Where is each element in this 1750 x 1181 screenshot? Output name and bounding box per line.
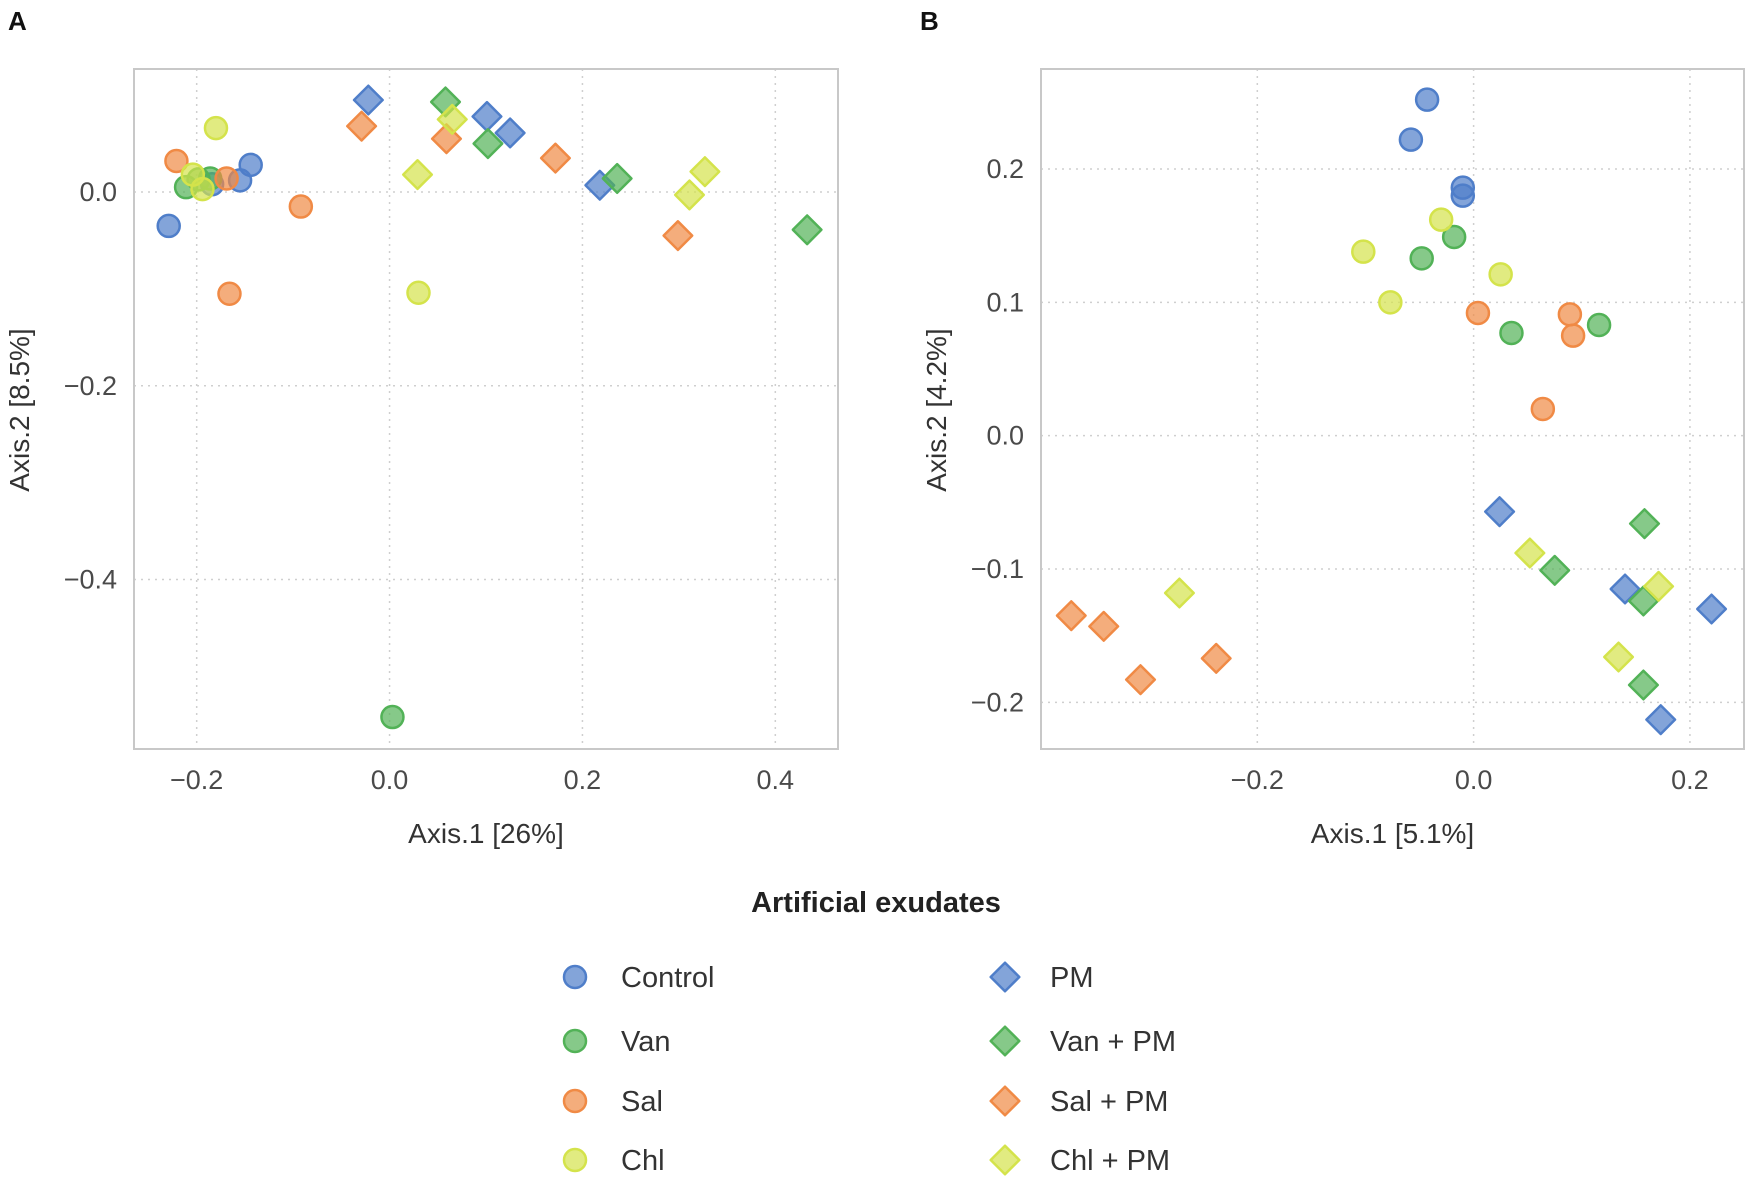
legend-marker-pm [989,961,1021,993]
data-point-sal [164,148,189,174]
data-point-chl [203,115,229,141]
x-tick-label: 0.2 [1671,765,1709,795]
y-tick-label: −0.4 [64,564,117,594]
data-point-control [1450,183,1476,208]
data-point-control [156,213,181,239]
data-point-vanpm [601,162,633,195]
data-point-chl [1378,290,1403,315]
panel-b-plot: −0.2 0.0 0.2 0.2 0.1 0.0 −0.1 −0.2 Axis.1 [5.1%]… [921,68,1745,849]
data-point-vanpm [1539,554,1571,586]
data-point-salpm [430,123,463,155]
panel-b-label: B [920,6,939,36]
data-point-van [1441,224,1467,250]
legend-label-pm: PM [1050,962,1094,994]
y-tick-label: 0.2 [986,154,1024,184]
data-point-salpm [662,220,694,252]
data-point-sal [1560,323,1586,348]
data-point-sal [214,166,239,191]
data-point-chlpm [1643,570,1675,602]
data-point-salpm [346,110,378,142]
legend-marker-chlpm [989,1144,1021,1176]
legend-label-vanpm: Van + PM [1050,1026,1176,1058]
data-point-control [1414,87,1440,112]
data-point-sal [1465,300,1491,326]
data-point-pm [1484,496,1516,528]
x-axis-title: Axis.1 [5.1%] [1311,818,1474,849]
data-point-chlpm [436,103,468,135]
data-point-chl [190,176,215,202]
y-tick-label: −0.2 [64,371,117,401]
x-tick-label: 0.0 [1455,765,1493,795]
data-point-pm [1609,573,1641,605]
plot-frame [1040,68,1745,750]
y-tick-label: −0.2 [971,687,1024,717]
panel-a-plot: −0.2 0.0 0.2 0.4 0.0 −0.2 −0.4 Axis.1 [26%] Axis… [4,68,839,849]
legend: Control Van Sal Chl PM Van + PM Sal + PM Chl + … [562,961,1176,1177]
data-point-salpm [1200,642,1232,674]
legend-marker-van [562,1028,588,1054]
data-point-van [1586,312,1612,338]
data-point-chl [1351,239,1376,264]
legend-title: Artificial exudates [751,887,1001,919]
y-tick-label: 0.1 [986,287,1024,317]
y-axis-title: Axis.2 [8.5%] [4,328,35,491]
plot-frame [133,68,839,750]
data-point-salpm [1124,664,1157,696]
data-point-control [1398,127,1424,152]
data-point-pm [471,100,503,133]
x-axis-title: Axis.1 [26%] [408,818,564,849]
data-point-pm [494,117,526,149]
data-point-chlpm [673,179,706,211]
legend-label-salpm: Sal + PM [1050,1086,1168,1118]
data-point-chlpm [401,159,434,191]
data-point-salpm [539,142,571,174]
legend-label-sal: Sal [621,1086,663,1118]
data-point-chl [406,280,431,306]
data-point-vanpm [472,128,504,160]
legend-marker-sal [562,1088,588,1114]
data-point-van [380,704,405,730]
panel-a-label: A [8,6,27,36]
data-point-chlpm [1602,641,1635,673]
data-point-sal [1530,396,1556,422]
data-point-pm [1645,704,1677,736]
legend-marker-chl [562,1147,588,1173]
legend-marker-salpm [989,1085,1021,1117]
data-point-vanpm [1627,669,1659,701]
legend-label-van: Van [621,1026,670,1058]
legend-marker-control [562,964,588,990]
data-point-chl [1428,207,1454,232]
legend-label-chl: Chl [621,1145,665,1177]
legend-label-control: Control [621,962,715,994]
data-point-pm [352,84,384,116]
data-point-chl [1488,262,1513,287]
data-point-sal [1557,302,1583,327]
data-point-van [1409,246,1434,271]
data-point-chlpm [689,156,721,188]
data-point-salpm [1088,610,1120,642]
y-axis-title: Axis.2 [4.2%] [921,328,952,491]
data-point-chlpm [1163,577,1195,609]
data-point-van [1499,320,1524,346]
legend-label-chlpm: Chl + PM [1050,1145,1170,1177]
y-tick-label: −0.1 [971,554,1024,584]
y-tick-label: 0.0 [986,421,1024,451]
legend-marker-vanpm [989,1025,1021,1057]
data-point-vanpm [1628,508,1661,540]
data-point-vanpm [791,214,823,246]
data-point-sal [217,281,242,306]
data-point-sal [288,194,314,219]
x-tick-label: 0.4 [757,765,795,795]
x-tick-label: −0.2 [170,765,223,795]
y-tick-label: 0.0 [79,177,117,207]
x-tick-label: −0.2 [1231,765,1284,795]
data-point-chlpm [1514,537,1546,569]
x-tick-label: 0.0 [371,765,409,795]
data-point-salpm [1055,600,1087,632]
data-point-pm [1696,593,1728,625]
x-tick-label: 0.2 [564,765,602,795]
